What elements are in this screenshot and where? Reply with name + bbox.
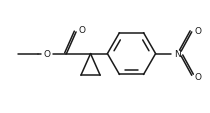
Text: O: O <box>194 72 202 81</box>
Text: N: N <box>174 50 181 59</box>
Text: O: O <box>194 27 202 36</box>
Text: O: O <box>79 26 86 35</box>
Text: O: O <box>44 50 51 59</box>
